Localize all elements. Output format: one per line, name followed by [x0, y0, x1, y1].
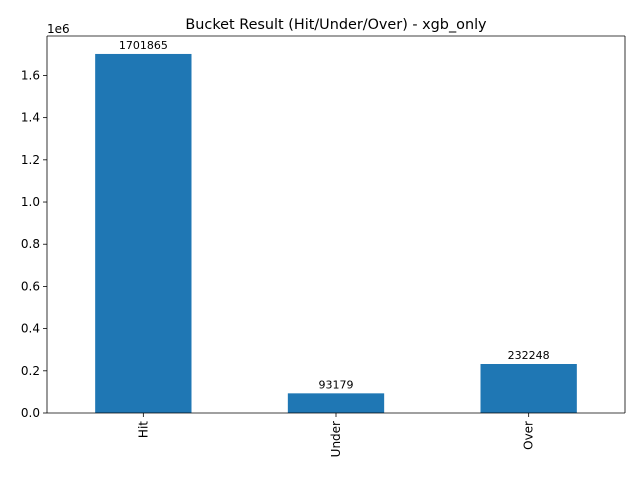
bar-hit: [95, 53, 192, 413]
plot-area: 1701865 Hit 93179 Under 232248 Over 0.0 0.2 0.4 0…: [21, 35, 626, 457]
y-tick-label: 1.0: [21, 195, 40, 209]
y-tick-label: 1.6: [21, 68, 40, 82]
x-tick-label-hit: Hit: [136, 421, 150, 438]
x-tick-label-over: Over: [522, 421, 536, 450]
data-label-under: 93179: [319, 378, 354, 391]
y-axis-offset-label: 1e6: [47, 22, 70, 36]
x-tick-label-under: Under: [329, 421, 343, 457]
bar-over: [480, 364, 577, 413]
y-tick-label: 1.4: [21, 111, 40, 125]
y-tick-label: 1.2: [21, 153, 40, 167]
y-tick-label: 0.2: [21, 364, 40, 378]
y-tick-label: 0.6: [21, 279, 40, 293]
data-label-hit: 1701865: [119, 39, 168, 52]
chart-title: Bucket Result (Hit/Under/Over) - xgb_onl…: [185, 17, 487, 33]
data-label-over: 232248: [508, 349, 550, 362]
y-tick-label: 0.4: [21, 322, 40, 336]
bar-under: [287, 393, 385, 413]
y-tick-label: 0.8: [21, 237, 40, 251]
y-tick-label: 0.0: [21, 406, 40, 420]
